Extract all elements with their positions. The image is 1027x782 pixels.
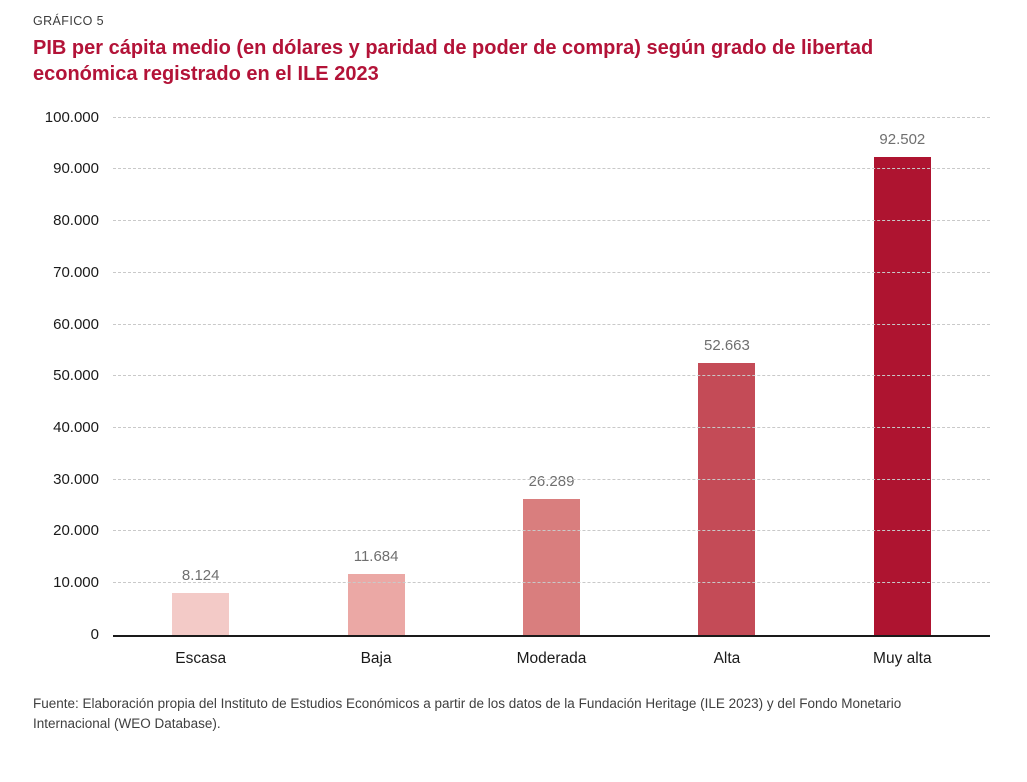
gridline <box>113 478 990 480</box>
y-axis-tick-label: 40.000 <box>53 418 99 436</box>
bar-value-label: 92.502 <box>879 130 926 148</box>
gridline <box>113 271 990 273</box>
bar-chart: 8.124 11.684 26.289 52.663 92.502 0 10.000 20.… <box>33 109 990 668</box>
gridline <box>113 220 990 222</box>
bar-value-label: 11.684 <box>353 548 399 566</box>
bar-value-label: 52.663 <box>703 336 750 354</box>
bar-value-label: 26.289 <box>528 472 575 490</box>
source-note: Fuente: Elaboración propia del Instituto… <box>33 695 902 732</box>
y-axis-tick-label: 60.000 <box>53 315 99 333</box>
chart-title: PIB per cápita medio (en dólares y parid… <box>33 37 874 86</box>
gridline <box>113 530 990 532</box>
bar-muy-alta: 92.502 <box>873 131 931 635</box>
x-axis-labels: Escasa Baja Moderada Alta Muy alta <box>113 650 990 668</box>
x-axis-category-label: Muy alta <box>873 649 932 667</box>
y-axis-tick-label: 20.000 <box>53 522 99 540</box>
bar-column: 92.502 <box>815 118 990 635</box>
bar-value-label: 8.124 <box>181 566 220 584</box>
bar-column: 8.124 <box>113 118 288 635</box>
gridline <box>113 375 990 377</box>
y-axis-tick-label: 90.000 <box>53 160 99 178</box>
bar-column: 52.663 <box>639 118 814 635</box>
gridline <box>113 168 990 170</box>
y-axis-tick-label: 0 <box>90 625 99 643</box>
gridline <box>113 116 990 118</box>
bar-moderada: 26.289 <box>523 473 581 635</box>
bars-group: 8.124 11.684 26.289 52.663 92.502 <box>113 118 990 635</box>
gridline <box>113 426 990 428</box>
bar-column: 26.289 <box>464 118 639 635</box>
x-axis-category-label: Baja <box>360 649 392 667</box>
gridline <box>113 582 990 584</box>
y-axis-tick-label: 10.000 <box>53 574 99 592</box>
x-axis-category-label: Escasa <box>175 649 227 667</box>
y-axis-tick-label: 30.000 <box>53 470 99 488</box>
bar-column: 11.684 <box>288 118 463 635</box>
bar-alta: 52.663 <box>698 337 756 635</box>
x-axis-category-label: Moderada <box>516 649 587 667</box>
y-axis-tick-label: 80.000 <box>53 212 99 230</box>
y-axis-tick-label: 100.000 <box>44 108 99 126</box>
bar-baja: 11.684 <box>347 548 405 635</box>
gridline <box>113 323 990 325</box>
bar-escasa: 8.124 <box>172 567 230 635</box>
y-axis-tick-label: 70.000 <box>53 263 99 281</box>
chart-kicker: GRÁFICO 5 <box>33 14 104 28</box>
plot-area: 8.124 11.684 26.289 52.663 92.502 0 10.000 20.… <box>45 109 990 643</box>
x-axis-category-label: Alta <box>713 649 741 667</box>
y-axis-tick-label: 50.000 <box>53 367 99 385</box>
